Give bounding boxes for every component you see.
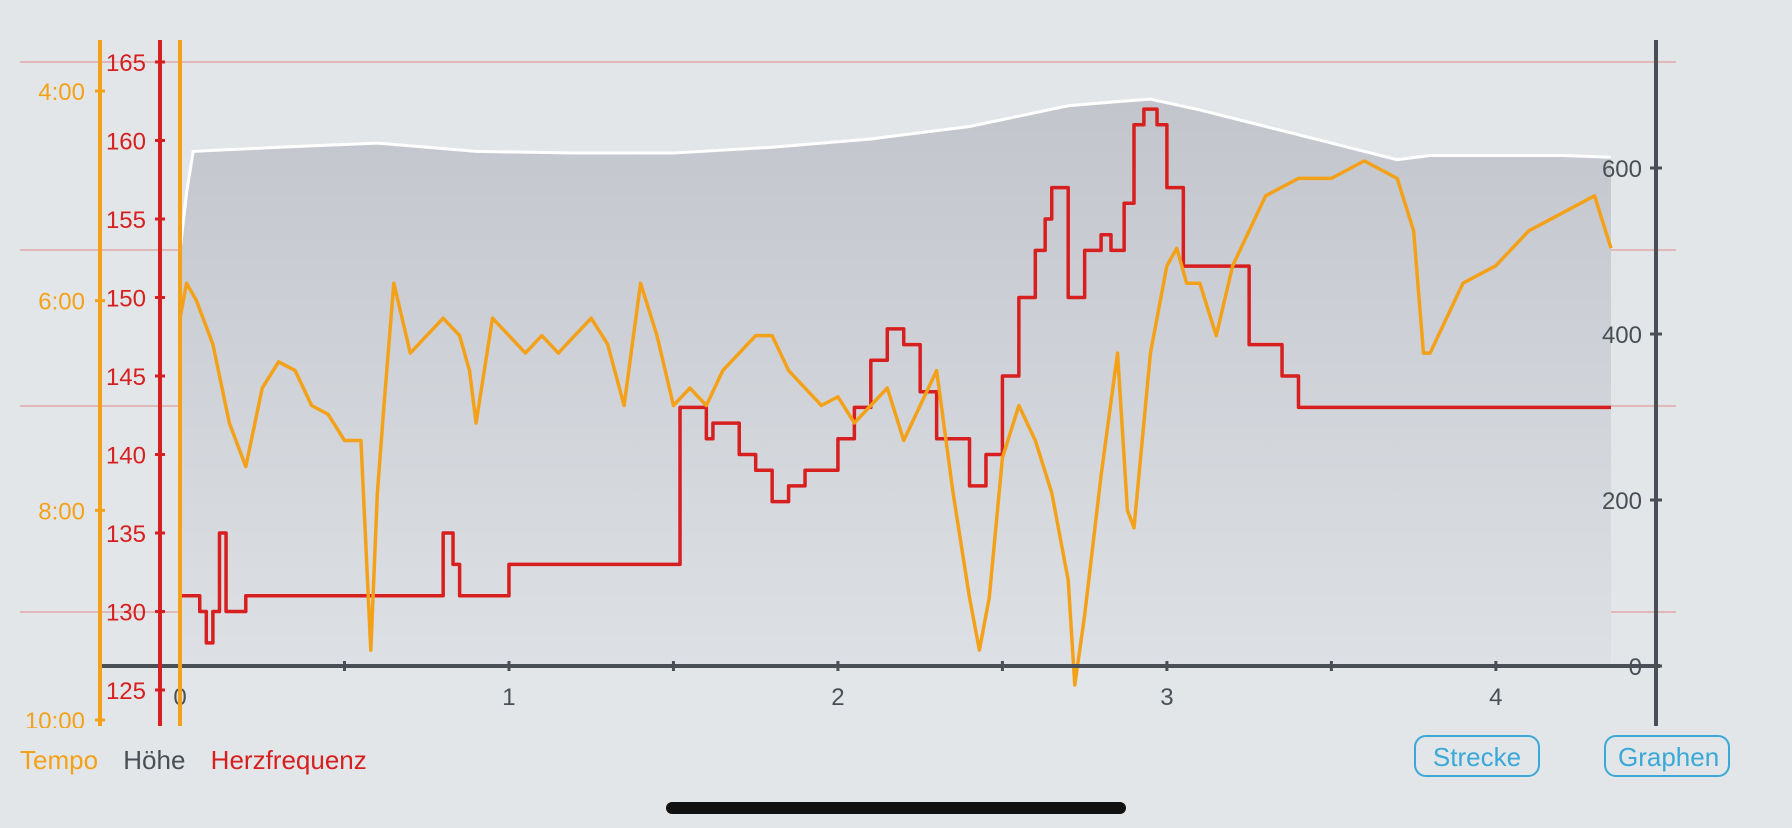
distance-button[interactable]: Strecke <box>1414 735 1540 777</box>
elevation-line <box>178 97 1612 252</box>
home-indicator <box>666 802 1126 814</box>
heart-tick-label: 150 <box>106 286 146 313</box>
x-tick-label: 2 <box>831 684 844 711</box>
legend-herzfrequenz[interactable]: Herzfrequenz <box>210 745 367 775</box>
heart-rate-line <box>180 107 1611 645</box>
legend-hoehe[interactable]: Höhe <box>123 745 186 775</box>
chart-legend: Tempo Höhe Herzfrequenz <box>20 745 385 776</box>
elevation-area <box>180 99 1611 667</box>
heart-tick-label: 145 <box>106 364 146 391</box>
heart-tick-label: 160 <box>106 129 146 156</box>
elevation-tick-label: 600 <box>1602 156 1642 183</box>
pace-tick-label: 8:00 <box>38 498 85 525</box>
pace-line <box>178 159 1613 687</box>
x-tick-label: 1 <box>502 684 515 711</box>
heart-tick-label: 125 <box>106 678 146 705</box>
x-tick-label: 4 <box>1489 684 1502 711</box>
pace-tick-label: 4:00 <box>38 79 85 106</box>
heart-tick-label: 130 <box>106 600 146 627</box>
heart-tick-label: 135 <box>106 521 146 548</box>
pace-tick-label: 6:00 <box>38 289 85 316</box>
activity-chart[interactable]: 0123402004006004:006:008:0010:0012513013… <box>0 0 1792 728</box>
graphs-button[interactable]: Graphen <box>1604 735 1730 777</box>
heart-tick-label: 165 <box>106 50 146 77</box>
heart-tick-label: 140 <box>106 443 146 470</box>
heart-tick-label: 155 <box>106 207 146 234</box>
elevation-tick-label: 0 <box>1629 654 1642 681</box>
legend-tempo[interactable]: Tempo <box>20 745 99 775</box>
elevation-tick-label: 400 <box>1602 322 1642 349</box>
elevation-tick-label: 200 <box>1602 488 1642 515</box>
pace-tick-label: 10:00 <box>25 708 85 728</box>
x-tick-label: 3 <box>1160 684 1173 711</box>
